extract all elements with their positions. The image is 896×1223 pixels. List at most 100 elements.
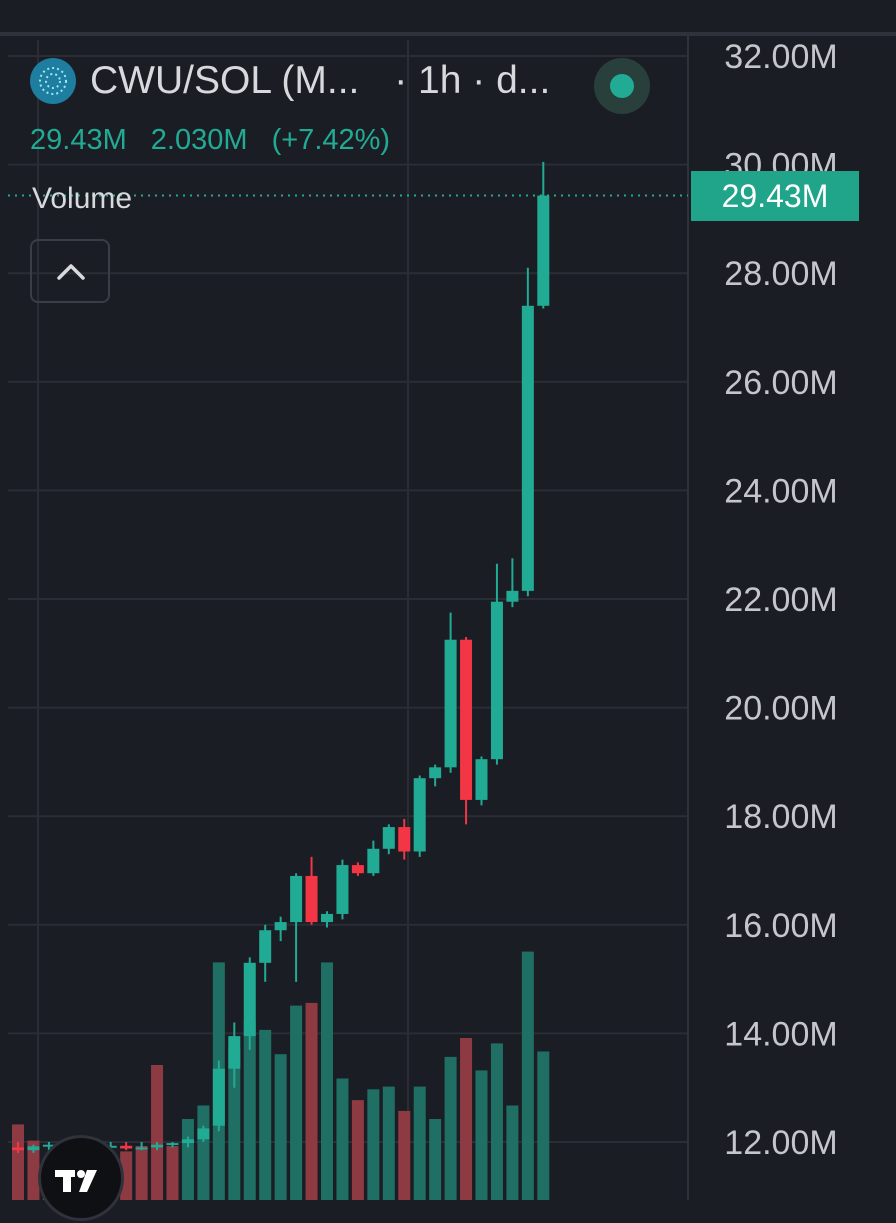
candle — [274, 916, 287, 942]
y-tick-label: 18.00M — [724, 798, 837, 836]
candle — [336, 859, 349, 920]
volume-bar — [181, 1119, 194, 1200]
volume-bar — [243, 1021, 256, 1200]
candle — [444, 612, 457, 773]
candle — [181, 1136, 194, 1148]
market-status-indicator[interactable] — [594, 58, 650, 114]
volume-bar — [259, 1029, 272, 1200]
symbol-name: CWU/SOL (M... — [90, 59, 360, 102]
candle — [228, 1022, 241, 1088]
candle — [243, 957, 256, 1050]
volume-bar — [321, 962, 333, 1200]
price-axis[interactable]: 32.00M30.00M28.00M26.00M24.00M22.00M20.0… — [724, 38, 837, 1162]
candle-body — [490, 601, 503, 760]
candle-body — [135, 1147, 148, 1150]
candle-body — [42, 1144, 55, 1147]
grid-lines — [0, 32, 896, 1200]
volume-bar — [521, 951, 534, 1200]
candle — [429, 764, 442, 787]
token-logo-icon — [30, 58, 76, 104]
candle — [475, 756, 488, 806]
status-dot-icon — [610, 74, 634, 98]
candle — [506, 558, 519, 608]
candle-body — [181, 1139, 194, 1144]
candle — [351, 862, 364, 876]
volume-bar — [382, 1086, 395, 1200]
volume-bar — [398, 1110, 411, 1200]
y-tick-label: 28.00M — [724, 255, 837, 293]
candle-body — [398, 827, 411, 852]
y-tick-label: 24.00M — [724, 472, 837, 510]
volume-bar — [444, 1056, 457, 1200]
candle — [305, 856, 318, 925]
candle-body — [243, 962, 256, 1037]
volume-bar — [274, 1054, 287, 1200]
y-tick-label: 20.00M — [724, 690, 837, 728]
last-price-label: 29.43M — [691, 170, 859, 221]
chevron-up-icon — [57, 264, 85, 280]
candle-body — [27, 1146, 40, 1151]
collapse-legend-button[interactable] — [30, 239, 110, 303]
volume-bar — [228, 1048, 241, 1200]
volume-bar — [151, 1065, 164, 1200]
candle — [367, 840, 380, 876]
y-tick-label: 22.00M — [724, 581, 837, 619]
price-candles — [12, 161, 550, 1153]
candle-body — [460, 639, 473, 800]
symbol-title: CWU/SOL (M... · 1h · d... — [90, 59, 550, 103]
candle-body — [321, 913, 333, 923]
volume-indicator-label[interactable]: Volume — [32, 182, 133, 215]
volume-bar — [537, 1051, 550, 1200]
volume-bar — [367, 1089, 380, 1200]
candle — [537, 161, 550, 309]
candle — [321, 911, 333, 928]
volume-bar — [413, 1086, 426, 1200]
candle — [490, 563, 503, 765]
candle-body — [12, 1147, 24, 1151]
ohlc-values: 29.43M 2.030M (+7.42%) — [30, 124, 406, 157]
volume-bar — [166, 1146, 179, 1200]
tradingview-logo-icon[interactable] — [38, 1135, 124, 1221]
volume-bar — [27, 1140, 40, 1200]
candle-body — [212, 1068, 225, 1126]
candle-body — [382, 827, 395, 849]
candle — [382, 824, 395, 855]
candle — [27, 1144, 40, 1153]
volume-bar — [12, 1124, 24, 1200]
interval-label: · 1h · d... — [394, 59, 551, 102]
candle-body — [475, 759, 488, 800]
candle-body — [506, 590, 519, 602]
candle — [521, 267, 534, 597]
volume-bar — [429, 1119, 442, 1200]
y-tick-label: 12.00M — [724, 1124, 837, 1162]
y-tick-label: 32.00M — [724, 38, 837, 76]
symbol-legend[interactable]: CWU/SOL (M... · 1h · d... — [30, 58, 550, 104]
volume-bar — [460, 1038, 473, 1200]
volume-bar — [305, 1002, 318, 1200]
y-tick-label: 26.00M — [724, 364, 837, 402]
volume-bar — [290, 1005, 303, 1200]
volume-bar — [336, 1078, 349, 1200]
candle-body — [120, 1145, 133, 1149]
candle — [120, 1142, 133, 1151]
candle-body — [413, 778, 426, 852]
volume-bar — [475, 1070, 488, 1200]
candle-body — [336, 865, 349, 914]
volume-bar — [351, 1100, 364, 1200]
volume-bar — [135, 1146, 148, 1200]
candle — [290, 873, 303, 982]
candle — [259, 924, 272, 982]
candle — [212, 1060, 225, 1132]
candle-body — [521, 305, 534, 591]
candle-body — [305, 875, 318, 923]
candle-body — [429, 767, 442, 779]
candle-body — [259, 930, 272, 963]
candle — [12, 1142, 24, 1153]
candle-body — [351, 865, 364, 874]
candle-body — [228, 1036, 241, 1069]
change-value: 2.030M — [150, 124, 248, 156]
candle-body — [197, 1128, 210, 1140]
candle-body — [367, 848, 380, 874]
y-tick-label: 14.00M — [724, 1015, 837, 1053]
volume-bar — [506, 1105, 519, 1200]
